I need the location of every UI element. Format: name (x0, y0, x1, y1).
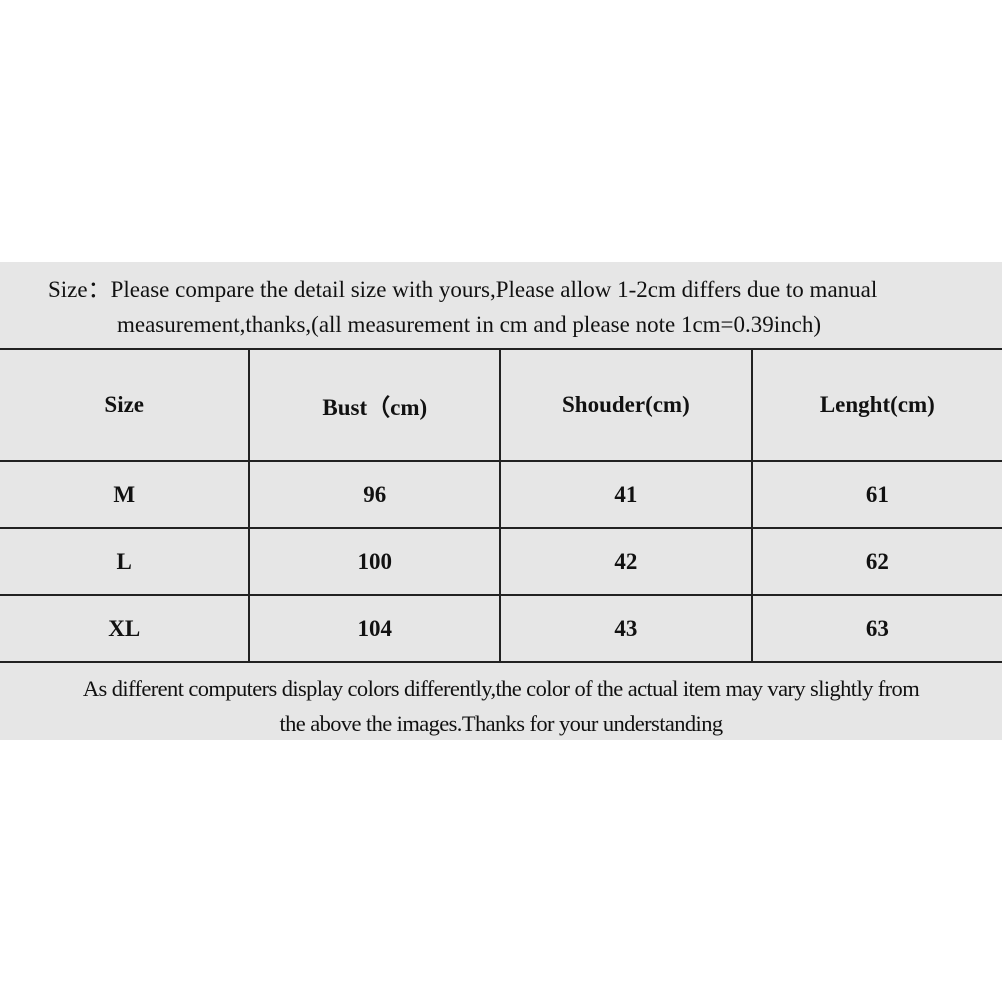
cell-bust: 96 (248, 460, 502, 529)
cell-bust: 100 (248, 527, 502, 596)
cell-shoulder: 43 (499, 594, 753, 663)
table-row: L 100 42 62 (0, 527, 1002, 596)
header-length: Lenght(cm) (750, 348, 1002, 462)
size-table: Size Bust（cm) Shouder(cm) Lenght(cm) M 9… (0, 348, 1002, 663)
cell-shoulder: 41 (499, 460, 753, 529)
cell-size: XL (0, 594, 251, 663)
header-bust: Bust（cm) (248, 348, 502, 462)
table-row: M 96 41 61 (0, 460, 1002, 529)
cell-bust: 104 (248, 594, 502, 663)
cell-length: 61 (750, 460, 1002, 529)
footer-line-1: As different computers display colors di… (82, 676, 920, 701)
table-header-row: Size Bust（cm) Shouder(cm) Lenght(cm) (0, 348, 1002, 462)
footer-line-2: the above the images.Thanks for your und… (279, 711, 724, 736)
intro-note: Size：Please compare the detail size with… (0, 272, 1002, 342)
cell-size: L (0, 527, 251, 596)
cell-length: 63 (750, 594, 1002, 663)
intro-line-1: Size：Please compare the detail size with… (48, 277, 878, 302)
header-shoulder: Shouder(cm) (499, 348, 753, 462)
header-size: Size (0, 348, 251, 462)
cell-length: 62 (750, 527, 1002, 596)
intro-line-2: measurement,thanks,(all measurement in c… (117, 312, 822, 337)
footer-note: As different computers display colors di… (0, 671, 1002, 741)
cell-shoulder: 42 (499, 527, 753, 596)
table-row: XL 104 43 63 (0, 594, 1002, 663)
cell-size: M (0, 460, 251, 529)
